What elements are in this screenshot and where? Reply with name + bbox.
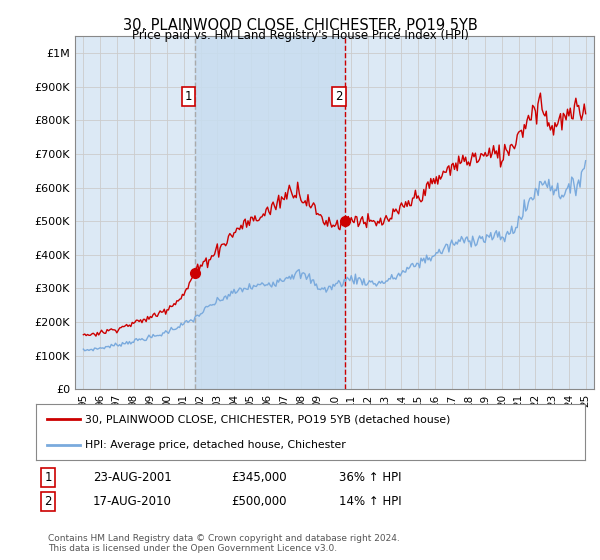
Text: 30, PLAINWOOD CLOSE, CHICHESTER, PO19 5YB (detached house): 30, PLAINWOOD CLOSE, CHICHESTER, PO19 5Y…	[85, 414, 451, 424]
Text: Price paid vs. HM Land Registry's House Price Index (HPI): Price paid vs. HM Land Registry's House …	[131, 29, 469, 42]
Text: £500,000: £500,000	[231, 494, 287, 508]
Text: 1: 1	[185, 90, 192, 104]
Text: 14% ↑ HPI: 14% ↑ HPI	[339, 494, 401, 508]
Text: 1: 1	[44, 470, 52, 484]
Text: 2: 2	[335, 90, 343, 104]
Text: £345,000: £345,000	[231, 470, 287, 484]
Text: Contains HM Land Registry data © Crown copyright and database right 2024.
This d: Contains HM Land Registry data © Crown c…	[48, 534, 400, 553]
Text: 30, PLAINWOOD CLOSE, CHICHESTER, PO19 5YB: 30, PLAINWOOD CLOSE, CHICHESTER, PO19 5Y…	[122, 18, 478, 33]
Text: 23-AUG-2001: 23-AUG-2001	[93, 470, 172, 484]
Text: 17-AUG-2010: 17-AUG-2010	[93, 494, 172, 508]
Text: 2: 2	[44, 494, 52, 508]
Bar	[195, 36, 346, 389]
Text: HPI: Average price, detached house, Chichester: HPI: Average price, detached house, Chic…	[85, 440, 346, 450]
Text: 36% ↑ HPI: 36% ↑ HPI	[339, 470, 401, 484]
